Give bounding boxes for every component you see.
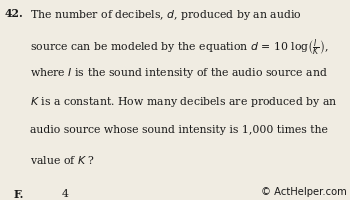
- Text: source can be modeled by the equation $d$ = 10 log$\left(\frac{I}{K}\right)$,: source can be modeled by the equation $d…: [30, 37, 329, 58]
- Text: value of $K$ ?: value of $K$ ?: [30, 153, 94, 165]
- Text: $K$ is a constant. How many decibels are produced by an: $K$ is a constant. How many decibels are…: [30, 95, 337, 109]
- Text: where $I$ is the sound intensity of the audio source and: where $I$ is the sound intensity of the …: [30, 66, 328, 80]
- Text: © ActHelper.com: © ActHelper.com: [261, 186, 346, 196]
- Text: The number of decibels, $d$, produced by an audio: The number of decibels, $d$, produced by…: [30, 8, 301, 22]
- Text: 42.: 42.: [4, 8, 23, 19]
- Text: 4: 4: [61, 188, 68, 198]
- Text: F.: F.: [14, 188, 24, 199]
- Text: audio source whose sound intensity is 1,000 times the: audio source whose sound intensity is 1,…: [30, 124, 328, 134]
